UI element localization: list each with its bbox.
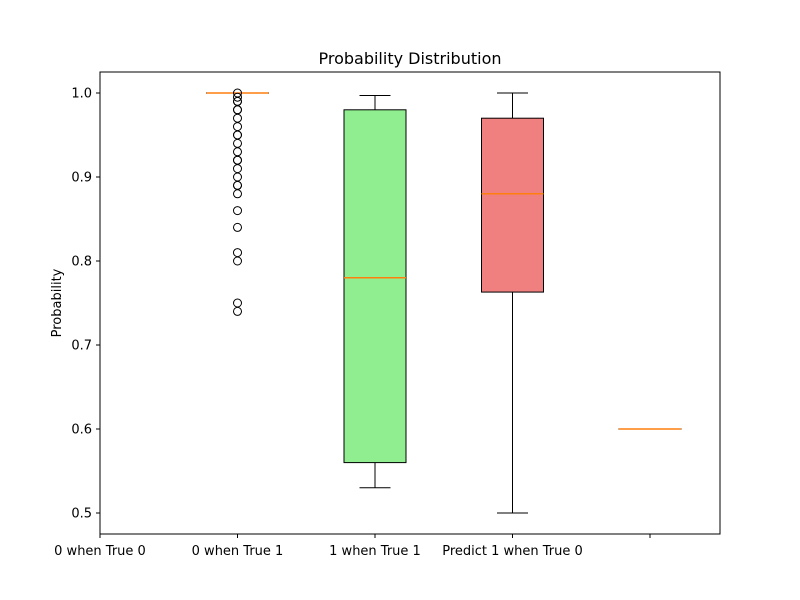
outlier-point [233,206,242,216]
y-tick-label: 0.6 [71,423,92,438]
y-tick-label: 0.5 [71,507,92,522]
outlier-point [233,113,242,123]
y-axis: 0.5 0.6 0.7 0.8 0.9 1.0 [71,87,100,522]
x-tick-label: 0 when True 1 [192,544,284,559]
outlier-point [233,189,242,199]
outlier-point [233,122,242,132]
outlier-point [233,164,242,174]
outlier-point [233,138,242,148]
outlier-point [233,306,242,316]
outlier-point [233,248,242,258]
outlier-point [233,105,242,115]
y-axis-label: Probability [50,268,65,337]
outlier-point [233,180,242,190]
outlier-point [233,222,242,232]
box-group [206,88,269,316]
outlier-point [233,88,242,98]
box-body [343,109,407,464]
x-tick-label: 0 when True 0 [54,544,146,559]
plot-area-frame [99,71,721,535]
y-tick-label: 0.8 [71,255,92,270]
outlier-point [233,256,242,266]
outlier-point [233,147,242,157]
x-axis: 0 when True 0 0 when True 1 1 when True 1 P… [54,534,651,559]
outlier-point [233,130,242,140]
y-tick-label: 0.9 [71,171,92,186]
x-tick-label: 1 when True 1 [329,544,421,559]
outlier-point [233,298,242,308]
outlier-point [233,155,242,165]
x-tick-label: Predict 1 when True 0 [442,544,583,559]
y-tick-label: 0.7 [71,339,92,354]
box-group [481,92,544,514]
box-group [343,95,407,489]
y-tick-label: 1.0 [71,87,92,102]
box-body [481,117,544,293]
outlier-point [233,92,242,102]
outlier-point [233,172,242,182]
chart-title: Probability Distribution [318,49,501,68]
boxes-layer [206,88,682,514]
